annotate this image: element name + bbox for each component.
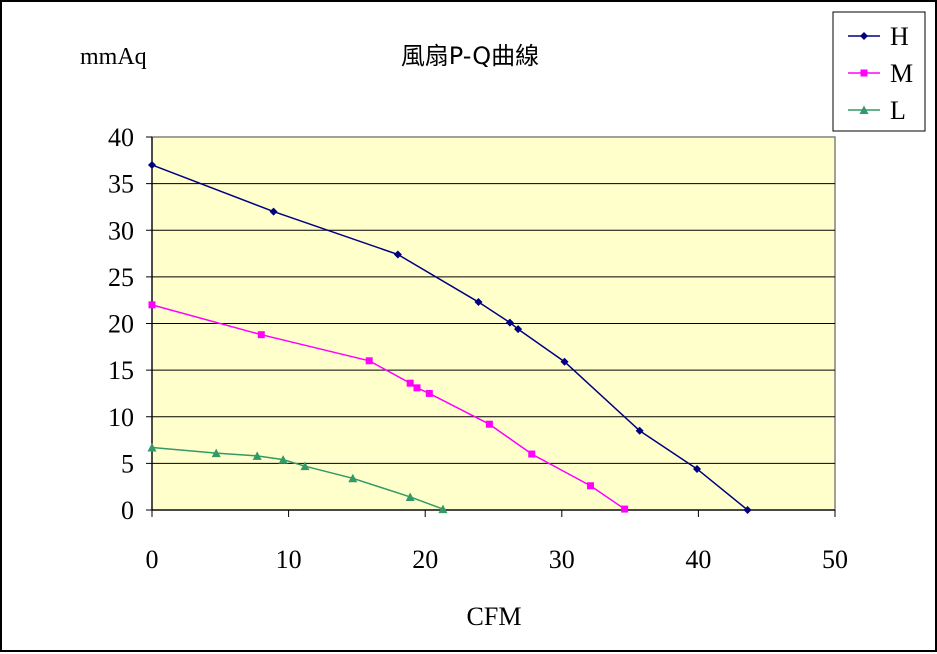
series-l-point-1 <box>211 448 221 458</box>
series-m-point-1 <box>257 331 265 339</box>
series-h-point-5 <box>514 325 523 334</box>
series-h-line <box>151 164 749 511</box>
legend-marker-l <box>859 105 869 114</box>
series-l-point-3 <box>278 455 288 464</box>
y-tick-label: 0 <box>121 496 134 525</box>
x-tick-label: 0 <box>146 545 159 574</box>
series-l-point-2 <box>252 451 262 460</box>
series-h-point-4 <box>505 318 514 327</box>
x-tick-label: 30 <box>549 545 575 574</box>
series-l-point-6 <box>405 492 415 501</box>
legend-label-l: L <box>890 96 906 125</box>
series-h-point-8 <box>693 464 702 473</box>
series-l-line <box>151 446 444 510</box>
legend-box <box>832 11 926 132</box>
series-h-point-7 <box>635 426 644 435</box>
series-h-point-9 <box>743 506 752 514</box>
series-h-point-1 <box>269 207 278 216</box>
legend-label-m: M <box>890 59 913 88</box>
legend-label-h: H <box>890 22 909 51</box>
x-tick-label: 10 <box>276 545 302 574</box>
series-m-point-5 <box>425 389 433 397</box>
x-tick-label: 20 <box>412 545 438 574</box>
series-l-point-4 <box>300 461 310 471</box>
y-tick-label: 10 <box>108 403 134 432</box>
series-l-point-0 <box>147 443 157 452</box>
legend-marker-h <box>860 32 868 40</box>
series-m-point-3 <box>406 379 414 387</box>
x-tick-label: 50 <box>822 545 848 574</box>
legend-marker-m <box>860 69 868 77</box>
y-axis-label: mmAq <box>80 44 147 70</box>
series-m-point-6 <box>485 420 493 428</box>
series-h-point-3 <box>474 298 483 307</box>
y-tick-label: 5 <box>121 449 134 478</box>
series-h-point-6 <box>560 357 569 366</box>
legend: HML <box>832 11 926 132</box>
x-tick-label: 40 <box>685 545 711 574</box>
series-m-point-7 <box>528 450 536 458</box>
y-tick-label: 20 <box>108 310 134 339</box>
x-axis-label: CFM <box>467 602 522 631</box>
series-h-point-2 <box>393 250 402 259</box>
series-m-point-2 <box>365 357 373 365</box>
y-tick-label: 30 <box>108 216 134 245</box>
series-h-point-0 <box>148 160 156 169</box>
plot-area: 0 5 10 15 20 25 30 35 40 0 10 20 30 40 50 <box>108 123 848 574</box>
chart-title: 風扇P-Q曲線 <box>401 42 539 70</box>
series-m-point-9 <box>621 505 629 513</box>
series-m-point-0 <box>148 301 156 309</box>
series-m-point-4 <box>413 384 421 392</box>
y-tick-label: 15 <box>108 356 134 385</box>
series-l-point-5 <box>348 473 358 483</box>
y-tick-label: 35 <box>108 170 134 199</box>
series-m-line <box>151 304 626 510</box>
y-tick-label: 25 <box>108 263 134 292</box>
series-l-point-7 <box>438 504 448 514</box>
series-m-point-8 <box>586 482 594 490</box>
y-tick-label: 40 <box>108 123 134 152</box>
